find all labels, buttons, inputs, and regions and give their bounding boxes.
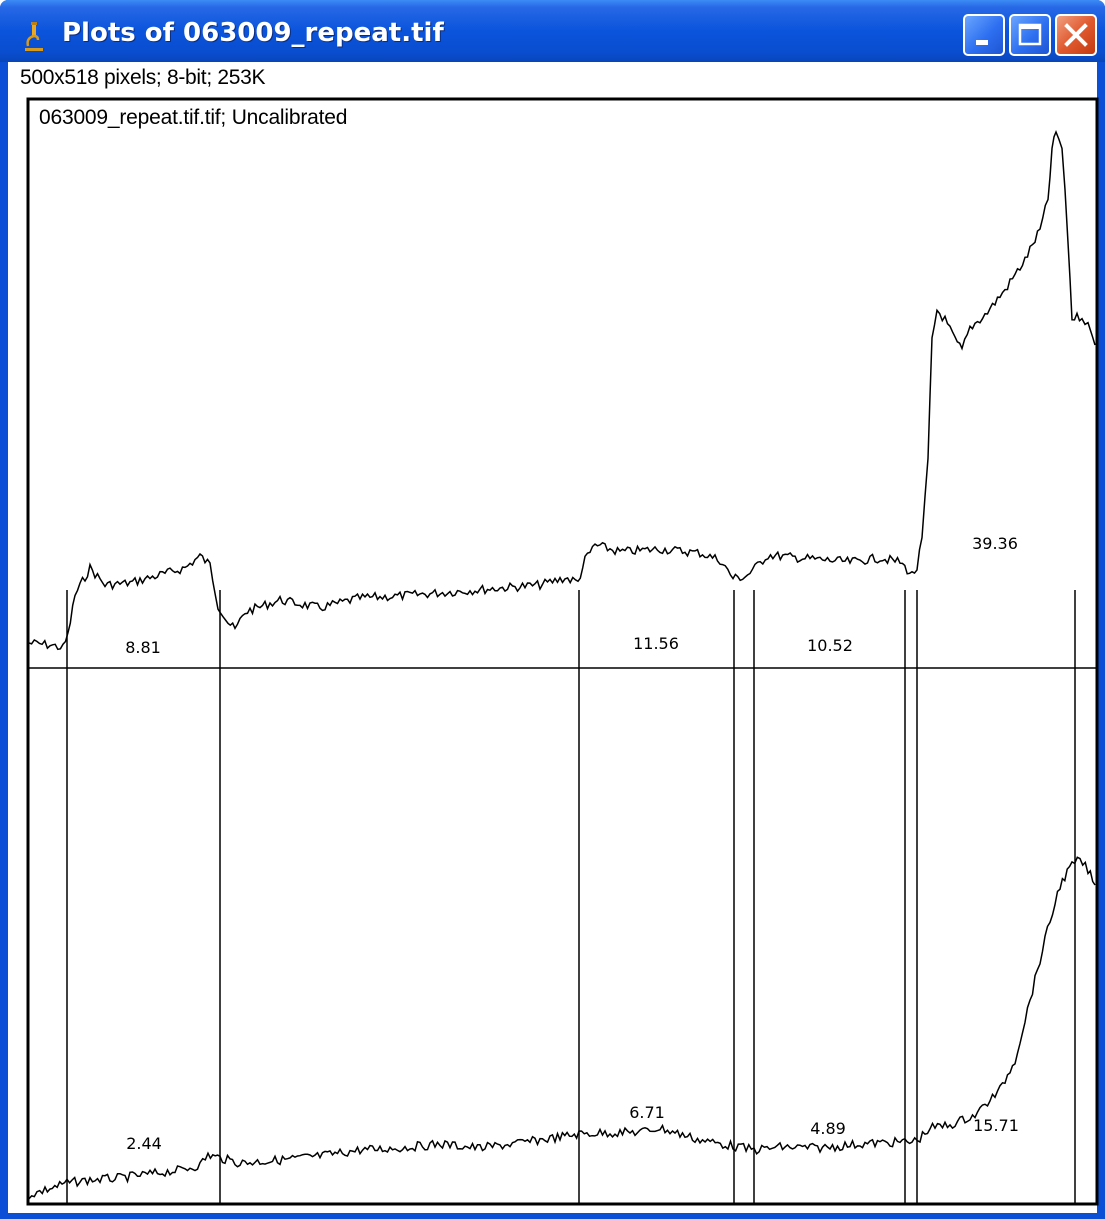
imagej-microscope-icon (25, 22, 43, 51)
peak-area-value: 4.89 (810, 1119, 846, 1138)
peak-area-value: 11.56 (633, 634, 679, 653)
upper-profile-trace (28, 130, 1096, 651)
window-client-area (8, 62, 1097, 1213)
peak-area-value: 6.71 (629, 1103, 665, 1122)
window-title: Plots of 063009_repeat.tif (62, 18, 444, 48)
maximize-icon (1018, 23, 1042, 46)
peak-area-value: 10.52 (807, 636, 853, 655)
plot-frame (26, 97, 1099, 1206)
peak-divider-lines (66, 590, 1076, 1203)
title-bar[interactable]: Plots of 063009_repeat.tif (0, 0, 1105, 62)
image-info-line: 500x518 pixels; 8-bit; 253K (20, 66, 266, 89)
peak-area-value: 8.81 (125, 638, 161, 657)
plot-label: 063009_repeat.tif.tif; Uncalibrated (39, 106, 348, 129)
minimize-button[interactable] (963, 14, 1005, 56)
lower-profile-trace (28, 856, 1096, 1200)
close-icon (1064, 23, 1088, 47)
maximize-button[interactable] (1009, 14, 1051, 56)
peak-area-value: 2.44 (126, 1134, 162, 1153)
peak-area-value: 15.71 (973, 1116, 1019, 1135)
close-button[interactable] (1055, 14, 1097, 56)
peak-area-value: 39.36 (972, 534, 1018, 553)
minimize-icon (976, 40, 988, 45)
